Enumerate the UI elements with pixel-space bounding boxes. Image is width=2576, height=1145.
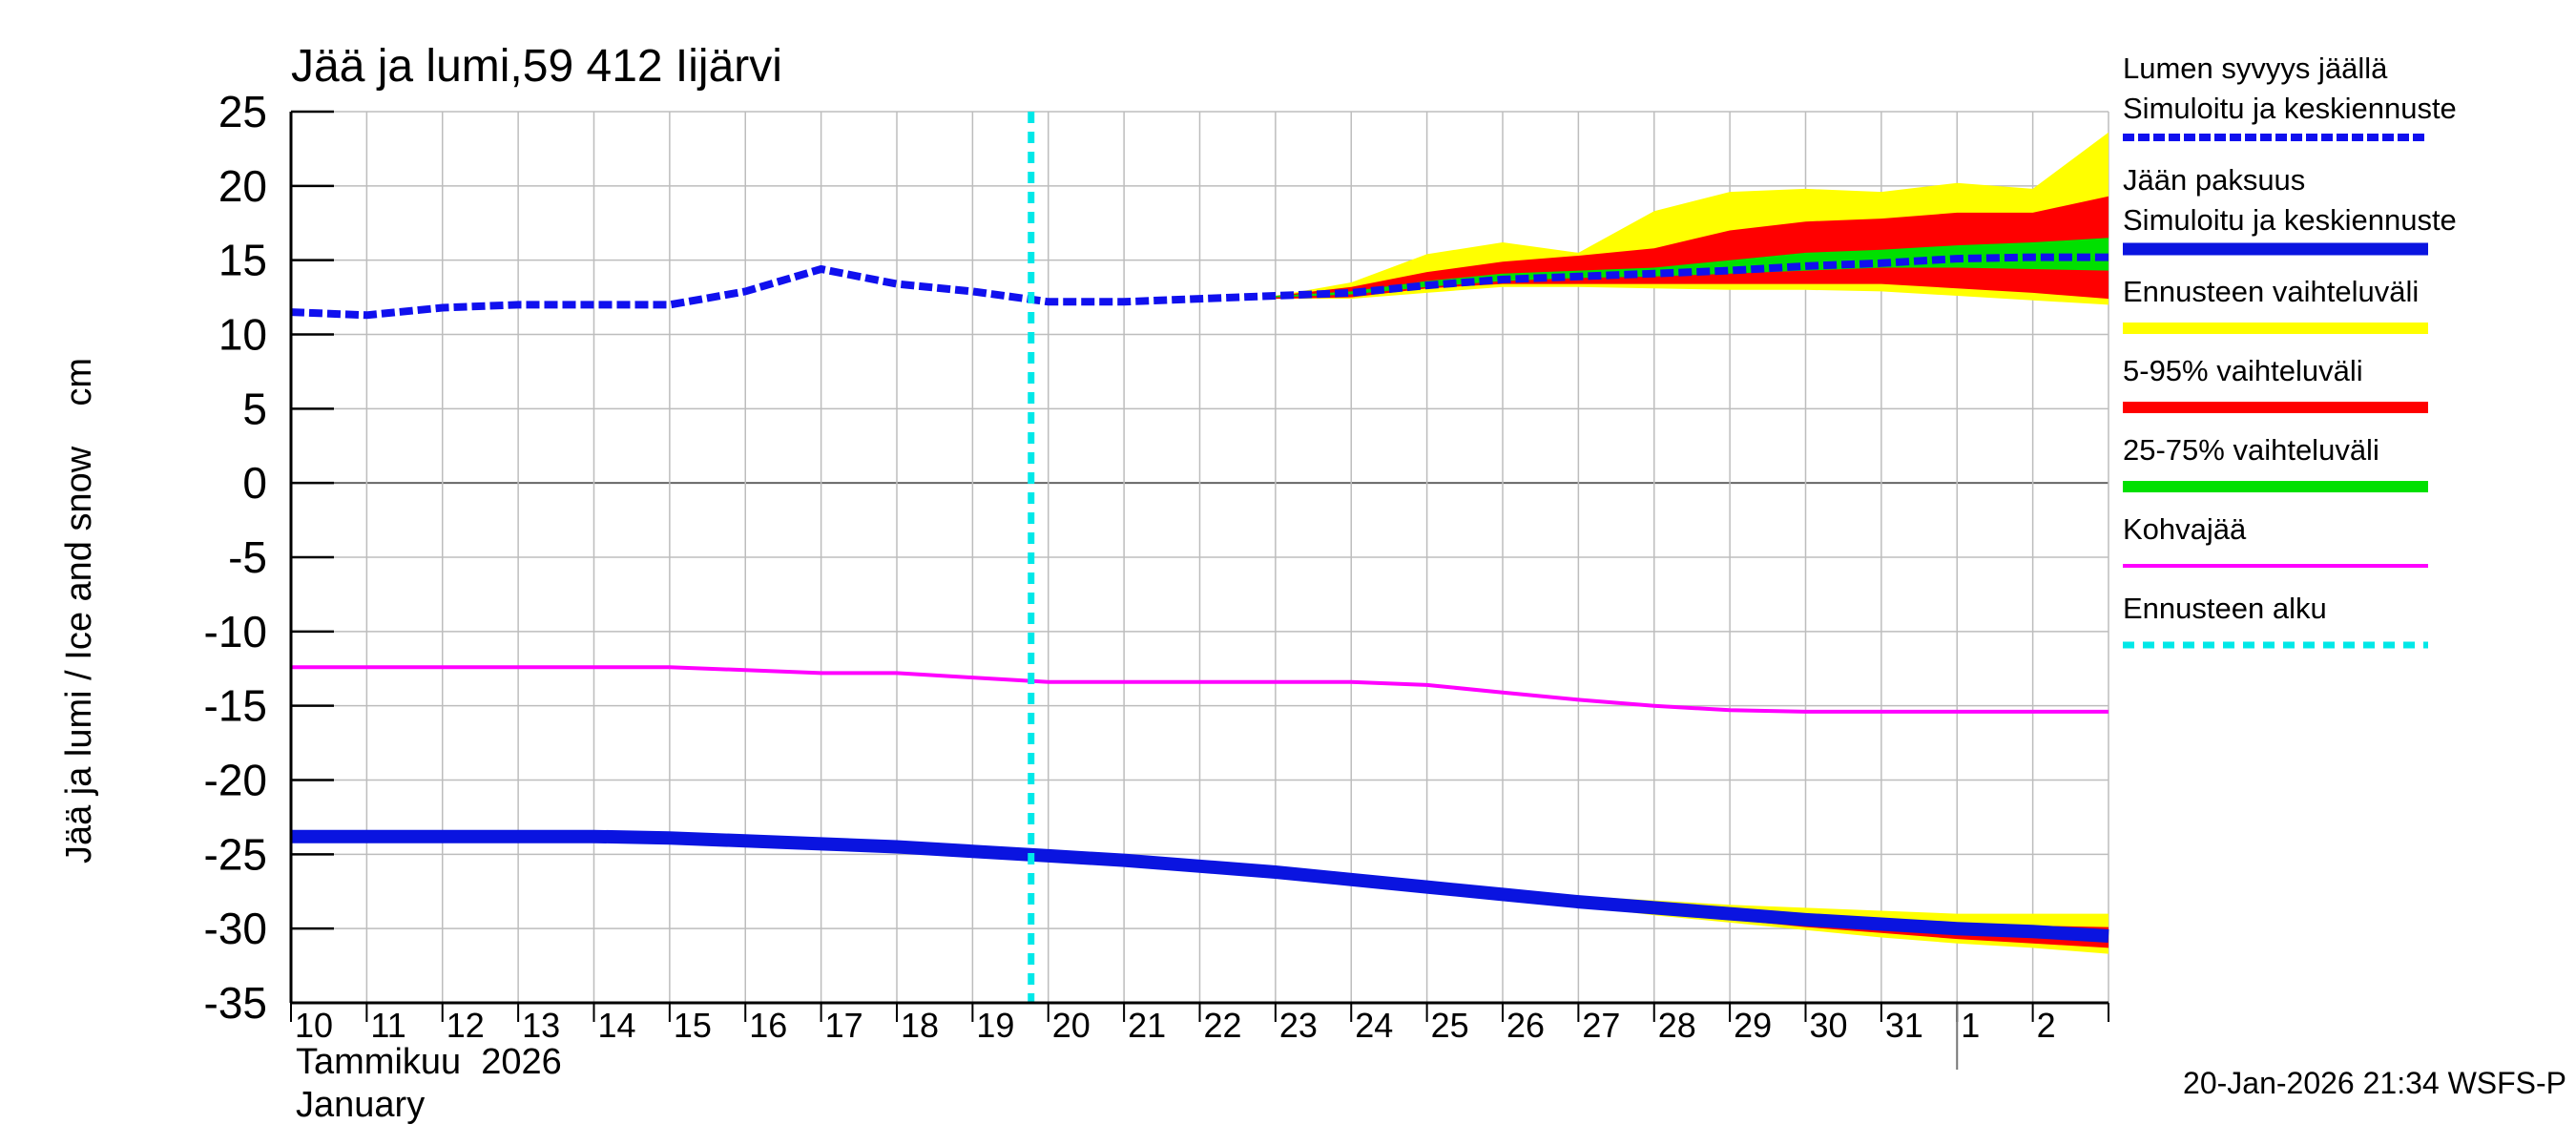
timestamp: 20-Jan-2026 21:34 WSFS-P: [2183, 1066, 2566, 1100]
x-tick-label: 12: [447, 1006, 485, 1045]
x-tick-label: 14: [598, 1006, 636, 1045]
y-tick-label: -35: [204, 978, 267, 1028]
x-tick-label: 24: [1355, 1006, 1393, 1045]
x-tick-label: 11: [370, 1006, 405, 1045]
legend-label: 5-95% vaihteluväli: [2123, 354, 2363, 387]
y-tick-label: -10: [204, 607, 267, 656]
y-tick-label: -20: [204, 756, 267, 805]
y-tick-label: 5: [242, 384, 267, 433]
chart-title: Jää ja lumi,59 412 Iijärvi: [291, 41, 782, 92]
x-tick-label: 15: [674, 1006, 712, 1045]
legend-label: Kohvajää: [2123, 512, 2247, 546]
y-tick-label: 25: [218, 87, 267, 136]
x-tick-label: 28: [1658, 1006, 1696, 1045]
legend-label: Lumen syvyys jäällä: [2123, 52, 2388, 85]
legend: Lumen syvyys jäällä Simuloitu ja keskienn…: [2123, 52, 2457, 649]
y-tick-label: 10: [218, 310, 267, 360]
legend-label: Jään paksuus: [2123, 163, 2305, 197]
x-axis-label-en: January: [296, 1085, 425, 1125]
y-tick-label: 20: [218, 161, 267, 211]
y-axis-label: Jää ja lumi / Ice and snow cm: [59, 358, 99, 864]
x-tick-label: 19: [976, 1006, 1014, 1045]
series-lines: [290, 112, 2109, 1003]
x-tick-label: 1: [1961, 1006, 1980, 1045]
grid: [290, 111, 2109, 1004]
x-tick-label: 27: [1582, 1006, 1620, 1045]
x-tick-label: 23: [1279, 1006, 1318, 1045]
snow-range-5-95-band: [1275, 196, 2109, 300]
y-tick-label: -15: [204, 681, 267, 731]
y-tick-label: -30: [204, 904, 267, 953]
legend-label: Simuloitu ja keskiennuste: [2123, 203, 2457, 237]
y-tick-label: -5: [228, 532, 267, 582]
x-tick-label: 30: [1810, 1006, 1848, 1045]
x-tick-label: 13: [522, 1006, 560, 1045]
legend-label: 25-75% vaihteluväli: [2123, 433, 2379, 467]
x-tick-label: 21: [1128, 1006, 1166, 1045]
slush-ice-line: [291, 665, 2109, 714]
x-tick-label: 18: [901, 1006, 939, 1045]
ice-thickness-line: [291, 829, 2109, 943]
x-tick-label: 25: [1431, 1006, 1469, 1045]
x-tick-label: 17: [825, 1006, 863, 1045]
x-tick-label: 2: [2037, 1006, 2056, 1045]
x-tick-label: 31: [1885, 1006, 1923, 1045]
y-tick-label: 15: [218, 236, 267, 285]
legend-label: Ennusteen vaihteluväli: [2123, 275, 2419, 308]
legend-label: Simuloitu ja keskiennuste: [2123, 92, 2457, 125]
x-tick-label: 22: [1204, 1006, 1242, 1045]
y-tick-label: -25: [204, 829, 267, 879]
x-axis-label-fi: Tammikuu 2026: [296, 1042, 562, 1082]
x-tick-label: 16: [749, 1006, 787, 1045]
x-tick-label: 10: [295, 1006, 333, 1045]
y-tick-label: 0: [242, 458, 267, 508]
x-tick-label: 26: [1506, 1006, 1545, 1045]
x-tick-label: 20: [1052, 1006, 1091, 1045]
snow-depth-line: [290, 253, 2109, 320]
x-tick-label: 29: [1734, 1006, 1772, 1045]
legend-label: Ennusteen alku: [2123, 592, 2327, 625]
